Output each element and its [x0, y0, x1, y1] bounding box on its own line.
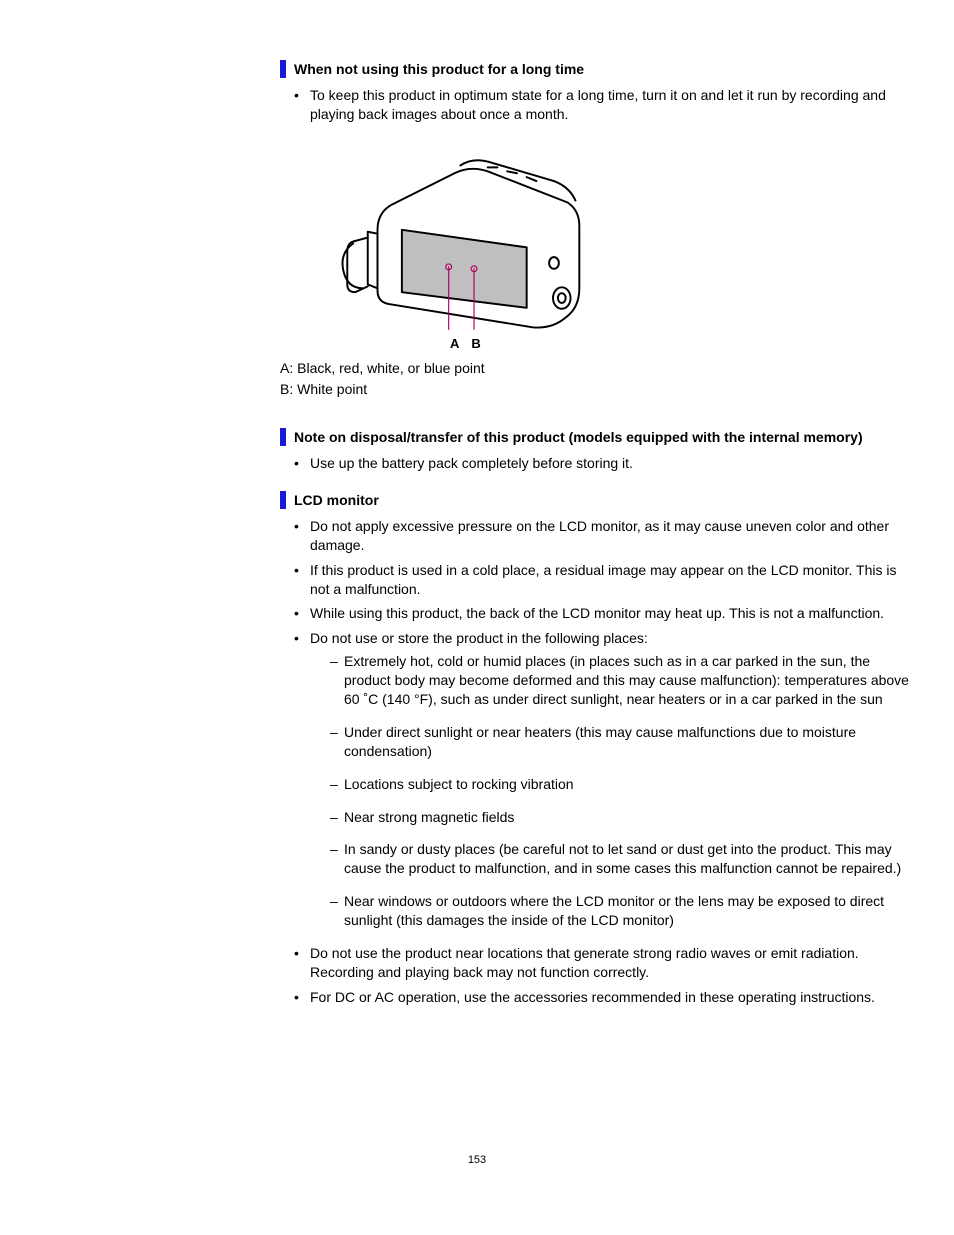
bullet-text: Do not use or store the product in the f… — [310, 630, 648, 646]
sub-text: Under direct sunlight or near heaters (t… — [344, 724, 856, 759]
list-item: While using this product, the back of th… — [294, 604, 914, 623]
sub-text: Near strong magnetic fields — [344, 809, 514, 825]
manual-page: When not using this product for a long t… — [0, 0, 954, 1180]
label-a: A — [450, 336, 471, 351]
list-item: Do not use or store the product in the f… — [294, 629, 914, 930]
section-lcd: LCD monitor Do not apply excessive press… — [280, 491, 914, 1007]
camera-illustration: AB — [320, 144, 914, 351]
list-item: If this product is used in a cold place,… — [294, 561, 914, 599]
bullet-text: For DC or AC operation, use the accessor… — [310, 989, 875, 1005]
bullet-text: Use up the battery pack completely befor… — [310, 455, 633, 471]
sub-text: Near windows or outdoors where the LCD m… — [344, 893, 884, 928]
section-title: When not using this product for a long t… — [294, 61, 584, 77]
camera-svg — [320, 144, 630, 339]
section-disposal: Note on disposal/transfer of this produc… — [280, 428, 914, 473]
section-bar-icon — [280, 428, 286, 446]
sub-text: Locations subject to rocking vibration — [344, 776, 574, 792]
illustration-labels: AB — [450, 336, 493, 351]
sub-item: Locations subject to rocking vibration — [330, 775, 914, 794]
list-item: For DC or AC operation, use the accessor… — [294, 988, 914, 1007]
caption-b: B: White point — [280, 380, 914, 400]
bullet-text: Do not apply excessive pressure on the L… — [310, 518, 889, 553]
bullet-text: While using this product, the back of th… — [310, 605, 884, 621]
bullet-list: Do not apply excessive pressure on the L… — [280, 517, 914, 1007]
section-bar-icon — [280, 491, 286, 509]
section-header: Note on disposal/transfer of this produc… — [280, 428, 914, 446]
caption-a: A: Black, red, white, or blue point — [280, 359, 914, 379]
sub-text: In sandy or dusty places (be careful not… — [344, 841, 901, 876]
section-title: Note on disposal/transfer of this produc… — [294, 429, 863, 445]
sub-list: Extremely hot, cold or humid places (in … — [310, 652, 914, 930]
section-header: LCD monitor — [280, 491, 914, 509]
list-item: To keep this product in optimum state fo… — [294, 86, 914, 124]
section-long-time: When not using this product for a long t… — [280, 60, 914, 124]
sub-item: Extremely hot, cold or humid places (in … — [330, 652, 914, 709]
sub-item: Near strong magnetic fields — [330, 808, 914, 827]
sub-item: Under direct sunlight or near heaters (t… — [330, 723, 914, 761]
bullet-text: Do not use the product near locations th… — [310, 945, 859, 980]
illustration-caption: A: Black, red, white, or blue point B: W… — [280, 359, 914, 400]
sub-item: In sandy or dusty places (be careful not… — [330, 840, 914, 878]
page-number: 153 — [0, 1154, 954, 1166]
sub-text: Extremely hot, cold or humid places (in … — [344, 653, 909, 707]
bullet-text: If this product is used in a cold place,… — [310, 562, 897, 597]
bullet-text: To keep this product in optimum state fo… — [310, 87, 886, 122]
list-item: Do not use the product near locations th… — [294, 944, 914, 982]
bullet-list: Use up the battery pack completely befor… — [280, 454, 914, 473]
sub-item: Near windows or outdoors where the LCD m… — [330, 892, 914, 930]
list-item: Use up the battery pack completely befor… — [294, 454, 914, 473]
section-bar-icon — [280, 60, 286, 78]
section-title: LCD monitor — [294, 492, 379, 508]
bullet-list: To keep this product in optimum state fo… — [280, 86, 914, 124]
section-header: When not using this product for a long t… — [280, 60, 914, 78]
label-b: B — [471, 336, 492, 351]
list-item: Do not apply excessive pressure on the L… — [294, 517, 914, 555]
